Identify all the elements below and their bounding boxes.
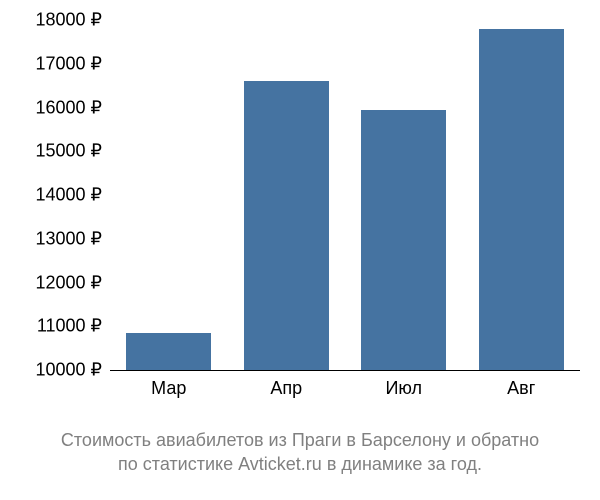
price-bar-chart: 10000 ₽ 11000 ₽ 12000 ₽ 13000 ₽ 14000 ₽ 15000… xyxy=(0,0,600,420)
y-tick-label: 10000 ₽ xyxy=(35,360,102,381)
caption-line-1: Стоимость авиабилетов из Праги в Барсело… xyxy=(61,430,539,450)
bar xyxy=(244,81,329,370)
y-tick-label: 17000 ₽ xyxy=(35,53,102,74)
y-tick-label: 12000 ₽ xyxy=(35,272,102,293)
y-tick-label: 15000 ₽ xyxy=(35,141,102,162)
plot-area xyxy=(110,20,580,370)
y-tick-label: 11000 ₽ xyxy=(37,316,102,337)
x-tick-label: Мар xyxy=(151,378,186,399)
caption-line-2: по статистике Avticket.ru в динамике за … xyxy=(118,454,482,474)
y-tick-label: 13000 ₽ xyxy=(35,228,102,249)
x-axis xyxy=(110,370,580,371)
y-tick-label: 16000 ₽ xyxy=(35,97,102,118)
bar xyxy=(479,29,564,370)
bar xyxy=(126,333,211,370)
bar xyxy=(361,110,446,370)
x-tick-label: Апр xyxy=(270,378,302,399)
y-tick-label: 18000 ₽ xyxy=(35,10,102,31)
x-tick-label: Июл xyxy=(385,378,422,399)
chart-caption: Стоимость авиабилетов из Праги в Барсело… xyxy=(0,428,600,477)
x-tick-label: Авг xyxy=(507,378,535,399)
y-tick-label: 14000 ₽ xyxy=(35,185,102,206)
